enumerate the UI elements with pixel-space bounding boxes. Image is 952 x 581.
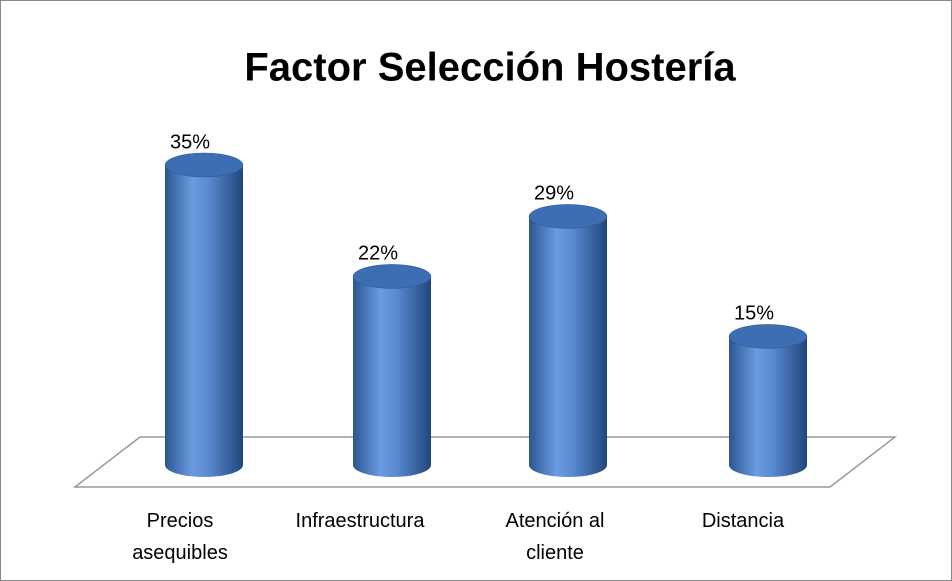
bar-top bbox=[164, 152, 244, 178]
x-tick-label: Atención al cliente bbox=[505, 510, 605, 564]
data-label: 35% bbox=[170, 131, 210, 153]
x-tick-label: Infraestructura bbox=[295, 510, 425, 532]
data-label: 29% bbox=[534, 183, 574, 205]
bar bbox=[729, 336, 807, 477]
floor bbox=[72, 436, 898, 488]
bar bbox=[353, 276, 431, 477]
bar-top bbox=[352, 264, 432, 289]
bar bbox=[165, 165, 243, 477]
data-label: 15% bbox=[734, 303, 774, 325]
bar-top bbox=[728, 324, 808, 349]
chart-title: Factor Selección Hostería bbox=[244, 46, 736, 90]
x-tick-label: Distancia bbox=[701, 510, 785, 532]
data-label: 22% bbox=[358, 243, 398, 265]
x-tick-label: Precios asequibles bbox=[132, 510, 228, 564]
bar bbox=[529, 216, 607, 477]
bar-top bbox=[528, 204, 608, 229]
